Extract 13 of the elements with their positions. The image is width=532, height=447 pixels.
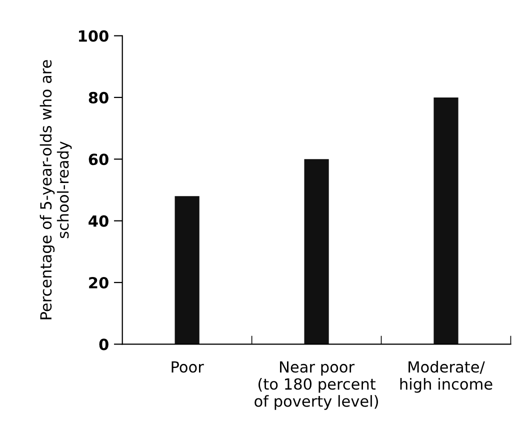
y-axis-title: Percentage of 5-year-olds who are school-ready xyxy=(40,60,72,320)
y-tick-label: 0 xyxy=(99,338,108,350)
x-tick-label: Near poor (to 180 percent of poverty level) xyxy=(254,361,378,410)
bar xyxy=(434,97,458,344)
bar xyxy=(304,159,329,344)
y-tick-label: 20 xyxy=(89,276,108,289)
y-tick-label: 40 xyxy=(88,215,108,227)
y-tick-label: 100 xyxy=(79,30,108,42)
y-tick-label: 80 xyxy=(88,92,108,104)
x-tick-label: Poor xyxy=(172,361,204,373)
y-tick-label: 60 xyxy=(88,154,108,166)
bar xyxy=(174,196,200,344)
x-tick-label: Moderate/ high income xyxy=(400,360,492,393)
